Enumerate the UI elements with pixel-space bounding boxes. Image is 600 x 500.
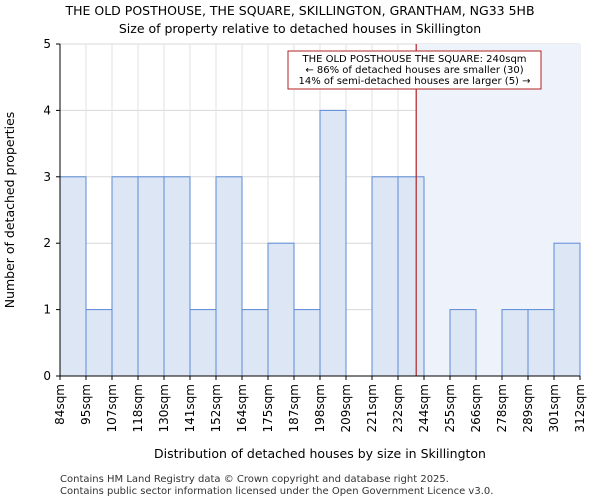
x-axis-label: Distribution of detached houses by size … xyxy=(154,446,486,461)
bar xyxy=(553,242,581,377)
y-axis-label: Number of detached properties xyxy=(2,112,17,309)
x-tick-label: 141sqm xyxy=(183,384,197,432)
x-tick-label: 187sqm xyxy=(287,384,301,432)
y-tick-label: 4 xyxy=(43,103,51,117)
x-tick-label: 312sqm xyxy=(573,384,587,432)
x-tick-label: 255sqm xyxy=(443,384,457,432)
x-tick-label: 232sqm xyxy=(391,384,405,432)
x-tick-label: 175sqm xyxy=(261,384,275,432)
bar xyxy=(501,309,529,377)
x-tick-label: 107sqm xyxy=(105,384,119,432)
x-tick-label: 266sqm xyxy=(469,384,483,432)
x-tick-label: 84sqm xyxy=(53,384,67,425)
bar-chart: 0 1 2 3 4 5 84sqm 95sqm 107sqm 118sqm 130sqm 141sqm… xyxy=(2,37,587,461)
annotation-line: ← 86% of detached houses are smaller (30… xyxy=(305,65,523,76)
y-tick-label: 0 xyxy=(43,369,51,383)
y-tick-label: 1 xyxy=(43,303,51,317)
annotation-box xyxy=(287,50,542,90)
bar xyxy=(527,309,555,377)
x-tick-label: 118sqm xyxy=(131,384,145,432)
x-tick-label: 289sqm xyxy=(521,384,535,432)
annotation-layer: THE OLD POSTHOUSE THE SQUARE: 240sqm← 86… xyxy=(287,50,542,90)
x-tick-label: 152sqm xyxy=(209,384,223,432)
x-tick-label: 95sqm xyxy=(79,384,93,425)
x-tick-label: 164sqm xyxy=(235,384,249,432)
bar xyxy=(163,176,191,377)
bar xyxy=(85,309,113,377)
bar xyxy=(59,176,87,377)
y-tick-label: 2 xyxy=(43,236,51,250)
x-tick-label: 130sqm xyxy=(157,384,171,432)
bar xyxy=(449,309,477,377)
bar xyxy=(215,176,243,377)
bar xyxy=(189,309,217,377)
bar xyxy=(397,176,425,377)
x-tick-label: 244sqm xyxy=(417,384,431,432)
bar xyxy=(293,309,321,377)
x-tick-label: 221sqm xyxy=(365,384,379,432)
bars-layer xyxy=(59,109,581,377)
bar xyxy=(111,176,139,377)
chart-title: THE OLD POSTHOUSE, THE SQUARE, SKILLINGT… xyxy=(65,3,535,18)
x-tick-label: 198sqm xyxy=(313,384,327,432)
bar xyxy=(319,109,347,377)
y-tick-label: 5 xyxy=(43,37,51,51)
bar xyxy=(267,242,295,377)
x-tick-label: 209sqm xyxy=(339,384,353,432)
bar xyxy=(137,176,165,377)
bar xyxy=(371,176,399,377)
footer-line-1: Contains HM Land Registry data © Crown c… xyxy=(60,474,449,485)
chart-subtitle: Size of property relative to detached ho… xyxy=(118,21,482,36)
x-tick-label: 301sqm xyxy=(547,384,561,432)
bar xyxy=(241,309,269,377)
x-tick-label: 278sqm xyxy=(495,384,509,432)
y-tick-label: 3 xyxy=(43,170,51,184)
footer-line-2: Contains public sector information licen… xyxy=(60,486,494,497)
axes-layer: 0 1 2 3 4 5 84sqm 95sqm 107sqm 118sqm 130sqm 141sqm… xyxy=(2,37,587,461)
annotation-line: THE OLD POSTHOUSE THE SQUARE: 240sqm xyxy=(301,54,526,65)
annotation-line: 14% of semi-detached houses are larger (… xyxy=(298,76,530,87)
